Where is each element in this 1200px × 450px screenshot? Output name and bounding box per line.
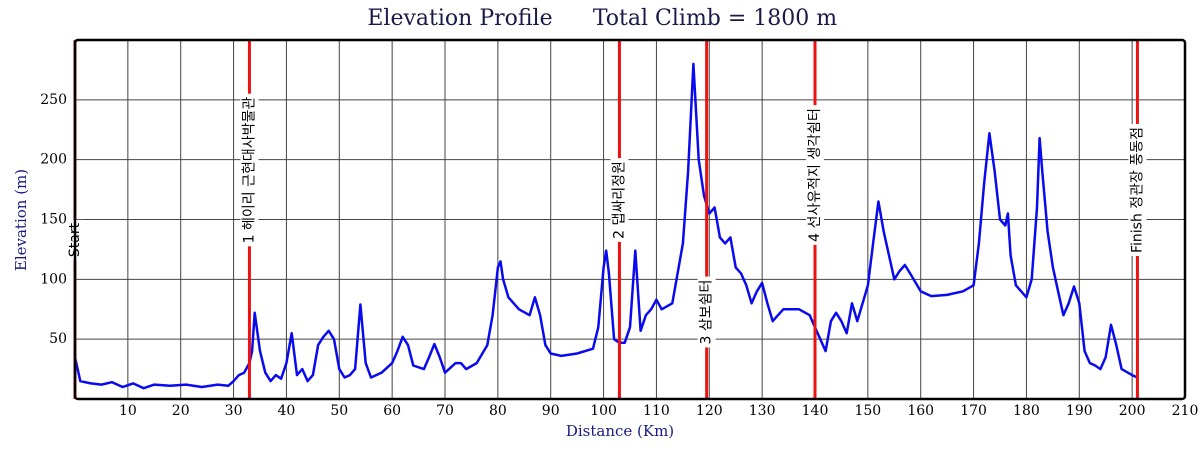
x-axis-label: Distance (Km) <box>566 422 674 440</box>
waypoint-label: 4 선사유적지 생각쉼터 <box>807 108 823 242</box>
x-tick-label: 140 <box>802 403 829 419</box>
x-tick-label: 110 <box>643 403 670 419</box>
x-tick-label: 120 <box>696 403 723 419</box>
waypoint-label-bg <box>1128 123 1147 257</box>
x-tick-label: 10 <box>119 403 137 419</box>
waypoint-label-bg <box>610 158 629 242</box>
total-climb: Total Climb = 1800 m <box>593 6 837 31</box>
x-tick-label: 150 <box>854 403 881 419</box>
y-axis-label: Elevation (m) <box>12 169 30 271</box>
waypoint-label-bg <box>240 93 259 247</box>
x-tick-label: 190 <box>1066 403 1093 419</box>
x-tick-label: 40 <box>278 403 296 419</box>
x-tick-label: 180 <box>1013 403 1040 419</box>
chart-title: Elevation Profile <box>367 6 552 31</box>
x-tick-label: 60 <box>383 403 401 419</box>
x-tick-label: 30 <box>225 403 243 419</box>
x-tick-label: 80 <box>489 403 507 419</box>
waypoint-label: 3 삼보쉼터 <box>699 280 715 345</box>
x-tick-label: 130 <box>749 403 776 419</box>
x-tick-label: 200 <box>1119 403 1146 419</box>
x-tick-label: 70 <box>436 403 454 419</box>
waypoint-label-bg <box>697 276 716 348</box>
waypoint-label-bg <box>806 105 824 245</box>
x-tick-label: 20 <box>172 403 190 419</box>
x-tick-label: 100 <box>590 403 617 419</box>
x-tick-label: 50 <box>330 403 348 419</box>
waypoint-label: Finish 정관장 풍동점 <box>1129 127 1145 253</box>
y-tick-label: 200 <box>40 152 67 168</box>
x-tick-label: 170 <box>960 403 987 419</box>
elevation-line <box>73 62 1138 390</box>
y-tick-label: 150 <box>40 212 67 228</box>
x-tick-label: 210 <box>1172 403 1199 419</box>
x-tick-label: 160 <box>907 403 934 419</box>
y-tick-label: 250 <box>40 92 67 108</box>
waypoint-label: 1 헤이리 근현대사박물관 <box>241 97 257 244</box>
x-tick-label: 90 <box>542 403 560 419</box>
y-tick-label: 100 <box>40 271 67 287</box>
plot-frame <box>73 38 1187 401</box>
waypoint-label: 2 댑싸리정원 <box>611 161 627 239</box>
y-tick-label: 50 <box>49 331 67 347</box>
